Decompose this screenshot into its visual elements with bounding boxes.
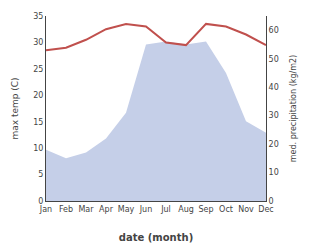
svg-text:50: 50 — [269, 54, 279, 63]
svg-text:date (month): date (month) — [119, 232, 193, 243]
svg-text:Nov: Nov — [238, 205, 254, 214]
svg-text:Sep: Sep — [198, 205, 213, 214]
svg-text:20: 20 — [33, 91, 43, 100]
svg-text:Oct: Oct — [219, 205, 233, 214]
svg-text:Apr: Apr — [99, 205, 114, 214]
svg-text:30: 30 — [33, 38, 43, 47]
svg-text:May: May — [118, 205, 135, 214]
svg-text:0: 0 — [38, 197, 43, 206]
svg-text:25: 25 — [33, 65, 43, 74]
svg-text:15: 15 — [33, 118, 43, 127]
svg-text:0: 0 — [269, 197, 274, 206]
svg-text:35: 35 — [33, 12, 43, 21]
svg-text:5: 5 — [38, 170, 43, 179]
svg-text:30: 30 — [269, 111, 279, 120]
svg-text:60: 60 — [269, 26, 279, 35]
svg-text:10: 10 — [33, 144, 43, 153]
svg-text:med. precipitation (kg/m2): med. precipitation (kg/m2) — [289, 55, 298, 162]
svg-text:10: 10 — [269, 168, 279, 177]
svg-text:Dec: Dec — [258, 205, 273, 214]
svg-text:Jun: Jun — [139, 205, 153, 214]
svg-text:20: 20 — [269, 140, 279, 149]
svg-text:40: 40 — [269, 83, 279, 92]
svg-text:max temp (C): max temp (C) — [10, 77, 20, 139]
svg-text:Jan: Jan — [39, 205, 52, 214]
svg-text:Feb: Feb — [59, 205, 73, 214]
svg-text:Aug: Aug — [178, 205, 194, 214]
svg-text:Mar: Mar — [78, 205, 94, 214]
svg-text:Jul: Jul — [160, 205, 171, 214]
